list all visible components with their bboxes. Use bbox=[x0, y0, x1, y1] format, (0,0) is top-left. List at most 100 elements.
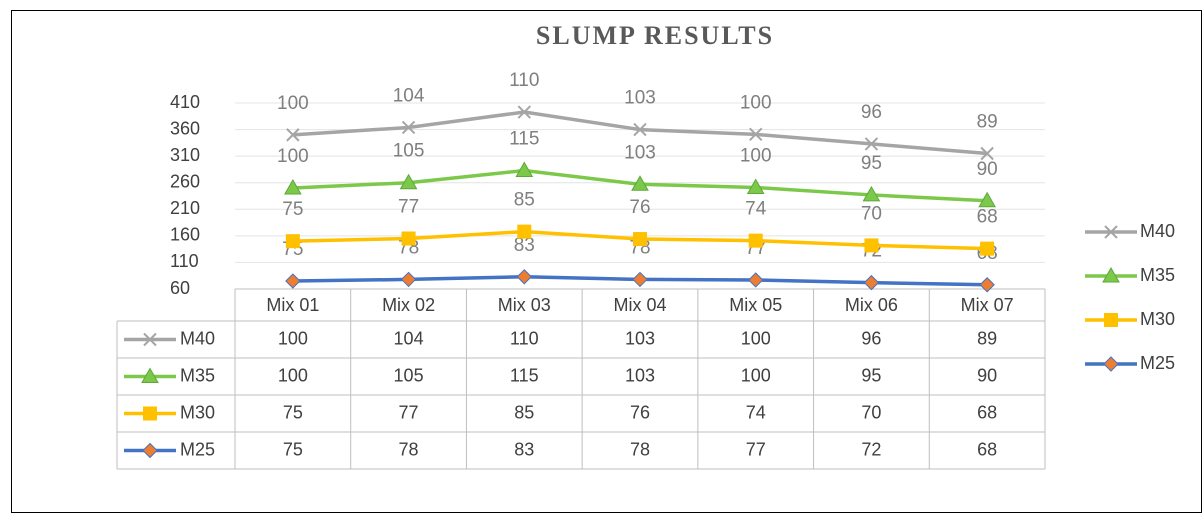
marker bbox=[400, 271, 417, 288]
marker bbox=[631, 175, 649, 191]
table-row-label: M25 bbox=[180, 439, 215, 459]
table-cell: 95 bbox=[861, 365, 881, 385]
table-cell: 110 bbox=[510, 328, 539, 348]
table-cell: 105 bbox=[394, 365, 424, 385]
marker bbox=[1103, 356, 1119, 372]
marker bbox=[862, 185, 881, 202]
data-label: 100 bbox=[277, 93, 309, 114]
table-cell: 103 bbox=[625, 365, 655, 385]
table-cell: 75 bbox=[283, 402, 303, 422]
table-cell: 115 bbox=[510, 365, 539, 385]
marker bbox=[978, 191, 997, 208]
marker bbox=[632, 271, 648, 288]
table-cell: 96 bbox=[861, 328, 881, 348]
marker bbox=[141, 367, 159, 383]
x-tick-label: Mix 06 bbox=[845, 295, 898, 315]
table-cell: 68 bbox=[977, 402, 997, 422]
data-label: 96 bbox=[861, 102, 882, 123]
marker bbox=[143, 406, 157, 421]
data-label: 75 bbox=[282, 199, 303, 220]
y-tick-label: 260 bbox=[170, 171, 200, 191]
table-row-label: M30 bbox=[180, 402, 215, 422]
x-tick-label: Mix 04 bbox=[613, 295, 666, 315]
table-cell: 77 bbox=[746, 439, 766, 459]
table-cell: 100 bbox=[278, 365, 308, 385]
y-tick-label: 210 bbox=[170, 198, 200, 218]
chart-title: SLUMP RESULTS bbox=[536, 21, 774, 50]
marker bbox=[401, 231, 416, 246]
data-label: 68 bbox=[977, 207, 998, 228]
marker bbox=[399, 173, 418, 190]
y-tick-label: 360 bbox=[170, 118, 200, 138]
y-tick-label: 110 bbox=[170, 251, 199, 271]
legend-label: M35 bbox=[1140, 265, 1175, 285]
data-label: 100 bbox=[740, 146, 772, 167]
marker bbox=[633, 122, 647, 137]
table-cell: 100 bbox=[741, 365, 771, 385]
data-label: 100 bbox=[277, 146, 309, 167]
marker bbox=[1102, 266, 1120, 283]
data-label: 83 bbox=[514, 235, 535, 256]
data-label: 115 bbox=[509, 129, 539, 150]
marker bbox=[283, 179, 302, 195]
table-cell: 90 bbox=[977, 365, 997, 385]
data-label: 90 bbox=[977, 159, 998, 180]
y-tick-label: 410 bbox=[170, 92, 200, 112]
marker bbox=[515, 161, 534, 177]
marker bbox=[864, 238, 879, 253]
table-row-label: M40 bbox=[180, 328, 215, 348]
marker bbox=[286, 128, 300, 142]
table-cell: 77 bbox=[399, 402, 419, 422]
marker bbox=[516, 269, 532, 285]
table-cell: 85 bbox=[514, 402, 534, 422]
marker bbox=[517, 105, 531, 119]
x-tick-label: Mix 03 bbox=[498, 295, 551, 315]
data-label: 105 bbox=[393, 141, 425, 162]
table-cell: 72 bbox=[861, 439, 881, 459]
marker bbox=[633, 232, 647, 247]
data-label: 103 bbox=[624, 142, 656, 163]
table-cell: 74 bbox=[746, 402, 766, 422]
data-label: 110 bbox=[509, 70, 539, 91]
table-cell: 103 bbox=[625, 328, 655, 348]
table-row-label: M35 bbox=[180, 365, 215, 385]
data-label: 74 bbox=[745, 199, 767, 220]
marker bbox=[1104, 313, 1118, 327]
marker bbox=[517, 224, 532, 239]
marker bbox=[285, 273, 301, 289]
table-cell: 78 bbox=[630, 439, 650, 459]
table-cell: 78 bbox=[399, 439, 419, 459]
marker bbox=[749, 127, 763, 142]
data-label: 85 bbox=[514, 190, 535, 211]
table-cell: 100 bbox=[741, 328, 771, 348]
marker bbox=[980, 146, 994, 161]
marker bbox=[864, 137, 879, 151]
table-cell: 70 bbox=[861, 402, 881, 422]
data-label: 100 bbox=[740, 92, 772, 113]
data-label: 89 bbox=[977, 112, 998, 133]
marker bbox=[863, 274, 880, 291]
y-tick-label: 310 bbox=[170, 145, 200, 165]
data-label: 76 bbox=[629, 197, 650, 218]
chart-border bbox=[11, 10, 1202, 513]
data-label: 104 bbox=[393, 85, 425, 106]
table-cell: 75 bbox=[283, 439, 303, 459]
marker bbox=[142, 442, 158, 459]
legend-label: M25 bbox=[1140, 353, 1175, 373]
marker bbox=[748, 233, 763, 248]
table-cell: 104 bbox=[394, 328, 424, 348]
marker bbox=[1104, 225, 1118, 239]
legend-label: M30 bbox=[1140, 309, 1175, 329]
marker bbox=[748, 272, 764, 288]
data-label: 70 bbox=[861, 203, 882, 224]
table-cell: 100 bbox=[278, 328, 308, 348]
table-cell: 83 bbox=[514, 439, 534, 459]
marker bbox=[143, 332, 157, 347]
y-tick-label: 60 bbox=[170, 278, 190, 298]
x-tick-label: Mix 07 bbox=[961, 295, 1014, 315]
legend-label: M40 bbox=[1140, 221, 1175, 241]
marker bbox=[401, 120, 416, 135]
x-tick-label: Mix 02 bbox=[382, 295, 435, 315]
marker bbox=[980, 241, 995, 256]
